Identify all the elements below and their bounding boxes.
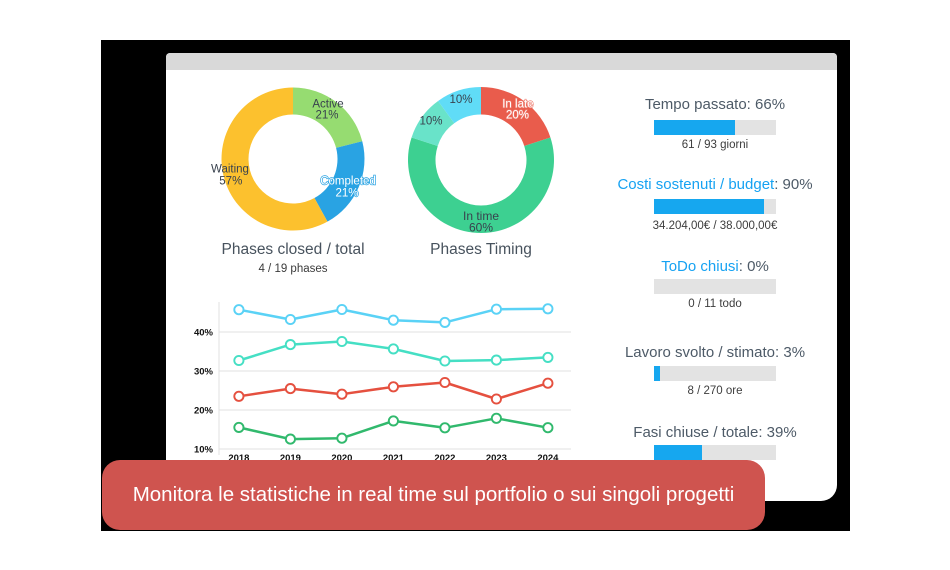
svg-text:Completed: Completed	[320, 176, 376, 188]
svg-text:Waiting: Waiting	[211, 164, 249, 176]
svg-text:30%: 30%	[194, 366, 214, 377]
svg-text:2018: 2018	[228, 453, 249, 464]
svg-text:2024: 2024	[537, 453, 559, 464]
svg-text:In late: In late	[502, 98, 533, 110]
svg-text:20%: 20%	[194, 405, 214, 416]
svg-text:60%: 60%	[469, 221, 493, 235]
svg-text:21%: 21%	[315, 109, 338, 121]
svg-text:2023: 2023	[486, 453, 507, 464]
svg-text:40%: 40%	[194, 327, 214, 338]
svg-text:Active: Active	[312, 99, 343, 111]
svg-text:10%: 10%	[194, 444, 214, 455]
svg-text:10%: 10%	[419, 115, 442, 127]
svg-text:2019: 2019	[280, 453, 301, 464]
svg-text:2020: 2020	[331, 453, 352, 464]
svg-text:57%: 57%	[219, 175, 242, 187]
svg-text:20%: 20%	[506, 110, 529, 122]
svg-text:2022: 2022	[434, 453, 455, 464]
svg-text:21%: 21%	[335, 187, 358, 199]
svg-text:In time: In time	[463, 209, 499, 223]
svg-text:2021: 2021	[383, 453, 405, 464]
svg-text:10%: 10%	[449, 94, 472, 106]
